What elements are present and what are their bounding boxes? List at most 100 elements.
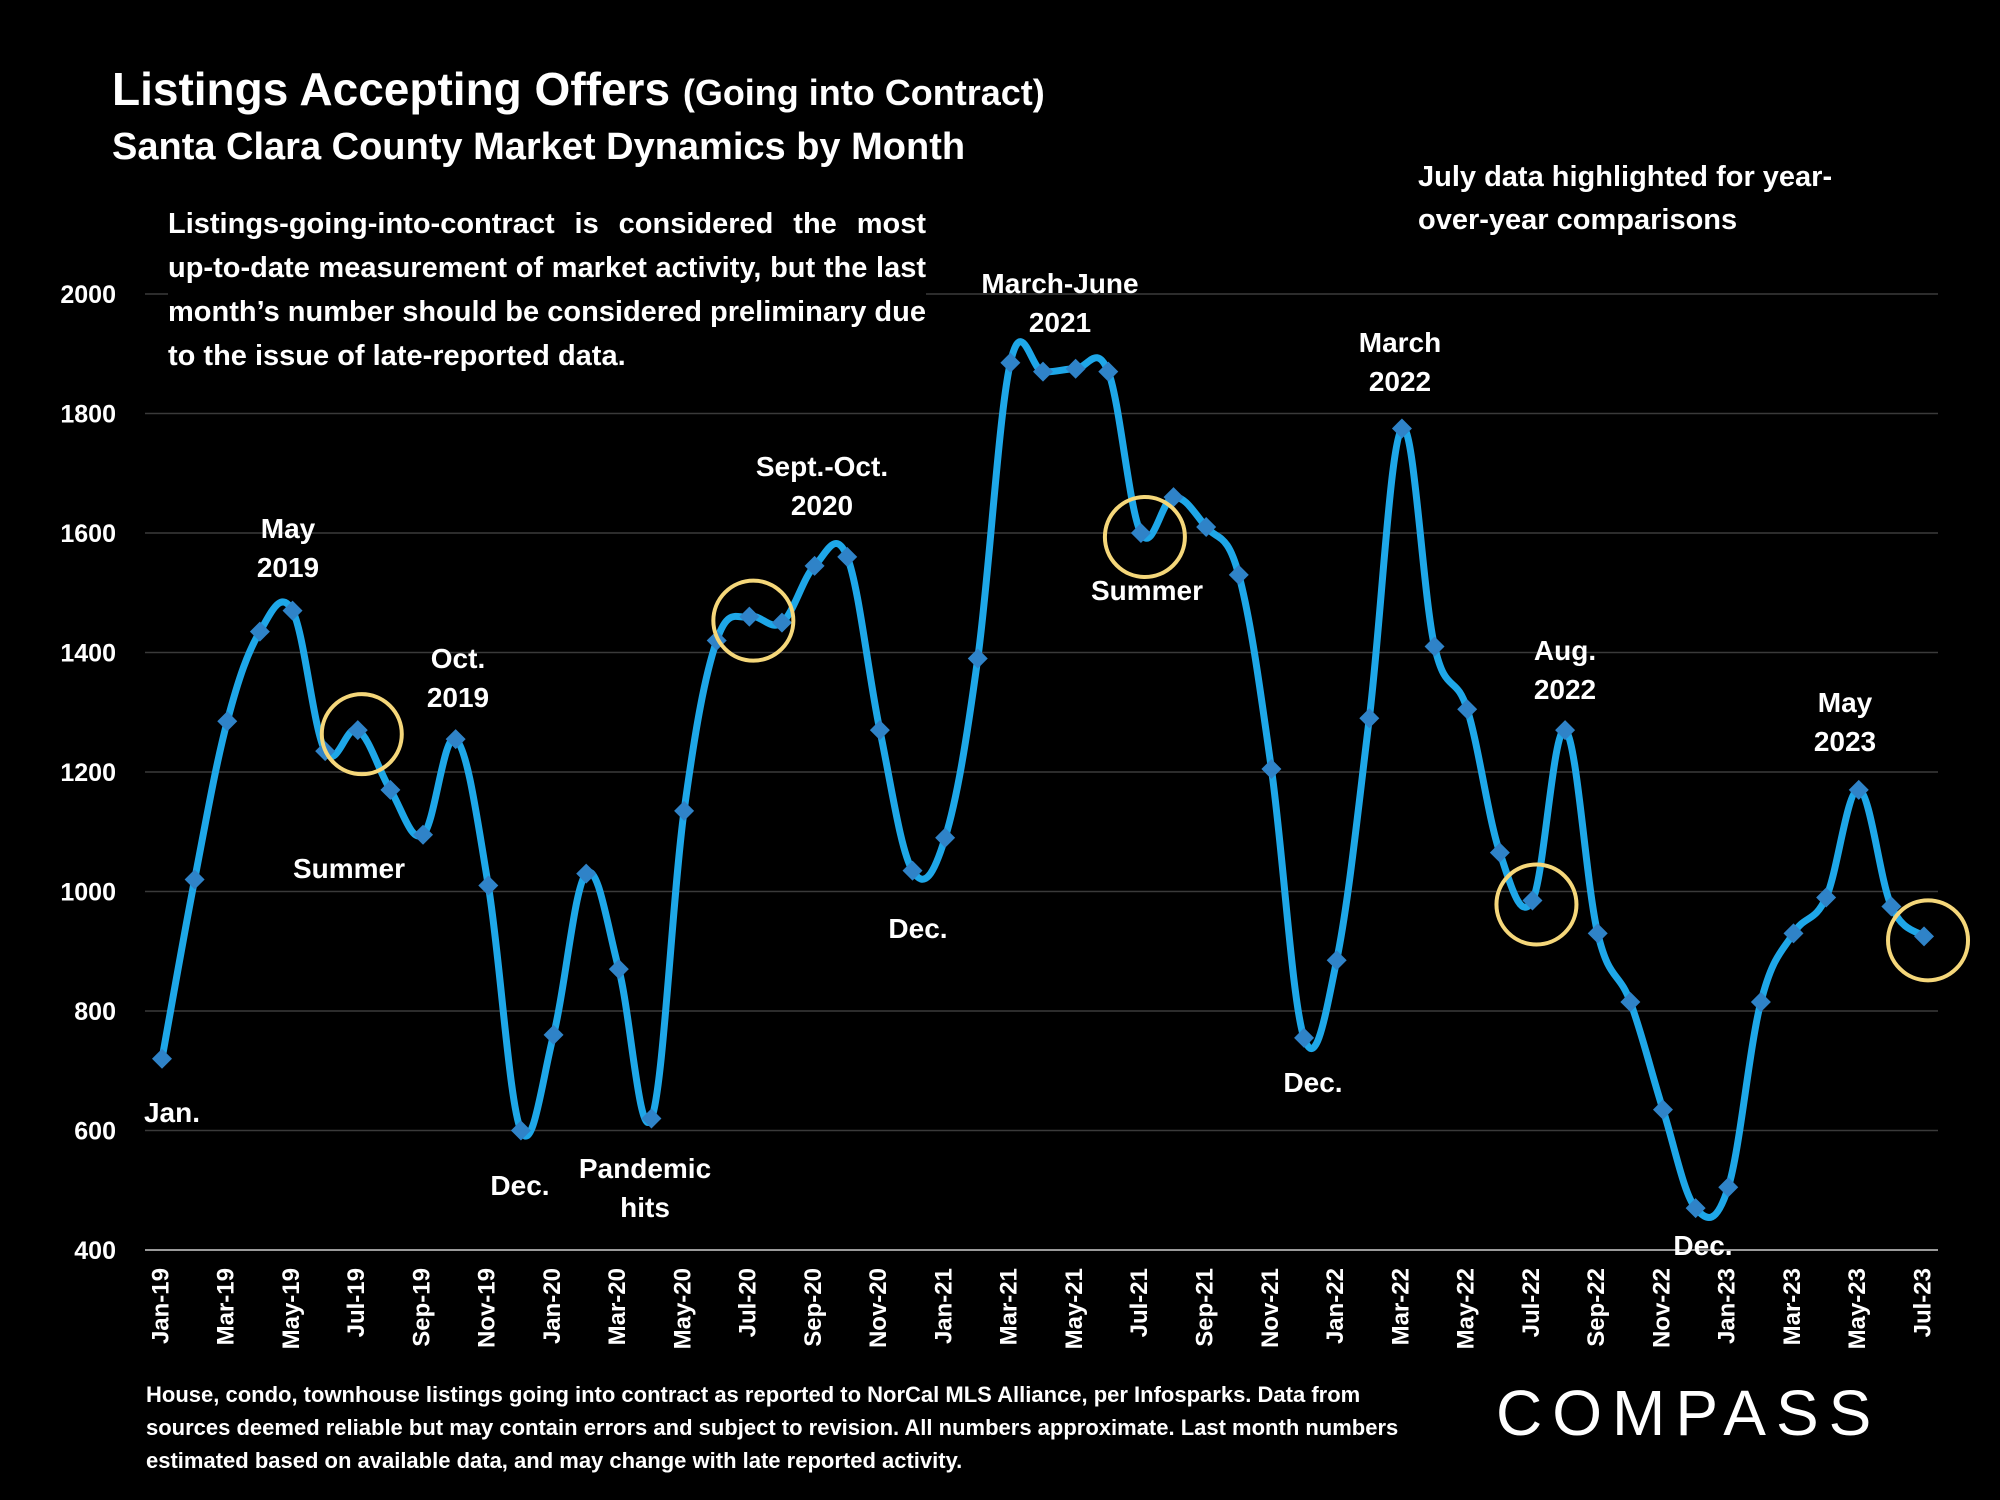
data-point — [1326, 950, 1347, 971]
x-tick-label: Jul-19 — [343, 1268, 370, 1337]
data-point — [1816, 887, 1837, 908]
y-tick-label: 800 — [74, 998, 116, 1026]
x-tick-label: Mar-23 — [1779, 1268, 1806, 1345]
data-point — [413, 824, 434, 845]
annotation-label: May — [261, 513, 316, 544]
y-tick-label: 2000 — [60, 281, 116, 309]
highlight-note: July data highlighted for year-over-year… — [1418, 161, 1833, 236]
annotation-label: Dec. — [1283, 1067, 1342, 1098]
x-tick-label: May-22 — [1453, 1268, 1480, 1349]
annotation-label: Summer — [1091, 575, 1203, 606]
data-point — [1261, 759, 1282, 780]
data-point — [902, 860, 923, 881]
data-point — [869, 720, 890, 741]
data-point — [1685, 1198, 1706, 1219]
data-point — [478, 875, 499, 896]
y-tick-label: 1800 — [60, 401, 116, 429]
y-tick-label: 600 — [74, 1118, 116, 1146]
x-tick-label: May-20 — [669, 1268, 696, 1349]
data-point — [1391, 418, 1412, 439]
data-point — [1228, 564, 1249, 585]
annotation-label: Dec. — [490, 1170, 549, 1201]
x-tick-label: Mar-21 — [996, 1268, 1023, 1345]
x-tick-label: Jul-22 — [1518, 1268, 1545, 1337]
x-tick-label: Jul-23 — [1909, 1268, 1936, 1337]
annotation-label: Summer — [293, 853, 405, 884]
july-highlight-circle — [711, 578, 796, 663]
annotation-label: hits — [620, 1192, 670, 1223]
x-tick-label: Jan-22 — [1322, 1268, 1349, 1344]
data-point — [576, 863, 597, 884]
x-tick-label: Nov-20 — [865, 1268, 892, 1348]
data-point — [1555, 720, 1576, 741]
annotation-label: 2022 — [1369, 366, 1431, 397]
data-point — [249, 621, 270, 642]
data-point — [1424, 636, 1445, 657]
annotation-label: Jan. — [144, 1097, 200, 1128]
data-point — [1098, 361, 1119, 382]
data-point — [1718, 1177, 1739, 1198]
annotation-label: 2020 — [791, 490, 853, 521]
data-point — [1163, 487, 1184, 508]
annotation-label: 2023 — [1814, 726, 1876, 757]
annotation-label: Pandemic — [579, 1153, 711, 1184]
data-point — [1522, 890, 1543, 911]
x-tick-label: Jul-21 — [1126, 1268, 1153, 1337]
source-footnote: House, condo, townhouse listings going i… — [146, 1382, 1399, 1473]
annotation-label: March — [1359, 327, 1441, 358]
data-point — [1457, 699, 1478, 720]
x-tick-label: Nov-21 — [1257, 1268, 1284, 1348]
data-point — [543, 1024, 564, 1045]
y-tick-label: 1200 — [60, 759, 116, 787]
data-point — [1652, 1099, 1673, 1120]
annotation-label: Dec. — [888, 913, 947, 944]
x-tick-label: Sep-19 — [408, 1268, 435, 1347]
data-point — [1000, 352, 1021, 373]
compass-logo: COMPASS — [1496, 1377, 1882, 1449]
x-tick-label: Jan-21 — [930, 1268, 957, 1344]
data-point — [1848, 779, 1869, 800]
data-point — [674, 800, 695, 821]
x-tick-label: Jan-23 — [1714, 1268, 1741, 1344]
data-point — [935, 827, 956, 848]
y-tick-label: 400 — [74, 1237, 116, 1265]
data-point — [739, 606, 760, 627]
data-point — [445, 729, 466, 750]
annotation-label: 2022 — [1534, 674, 1596, 705]
data-point — [184, 869, 205, 890]
annotation-label: May — [1818, 687, 1873, 718]
x-tick-label: Nov-19 — [474, 1268, 501, 1348]
x-tick-label: Jan-19 — [147, 1268, 174, 1344]
data-point — [510, 1120, 531, 1141]
data-point — [641, 1108, 662, 1129]
july-highlight-circle — [1886, 898, 1971, 983]
data-point — [380, 779, 401, 800]
x-tick-label: May-23 — [1844, 1268, 1871, 1349]
data-point — [771, 612, 792, 633]
data-point — [1881, 896, 1902, 917]
data-point — [1130, 523, 1151, 543]
data-point — [152, 1048, 172, 1069]
data-point — [967, 648, 988, 669]
x-tick-label: May-19 — [278, 1268, 305, 1349]
data-point — [1750, 992, 1771, 1013]
data-point — [1587, 923, 1608, 944]
chart-title-suffix: (Going into Contract) — [682, 72, 1045, 113]
data-point — [608, 959, 629, 980]
x-tick-label: Mar-20 — [604, 1268, 631, 1345]
annotation-label: 2019 — [257, 552, 319, 583]
x-tick-label: Sep-20 — [800, 1268, 827, 1347]
x-tick-label: Mar-22 — [1387, 1268, 1414, 1345]
y-tick-label: 1400 — [60, 640, 116, 668]
data-point — [1620, 992, 1641, 1013]
x-tick-label: Jul-20 — [735, 1268, 762, 1337]
data-point — [282, 600, 303, 621]
series-line — [158, 338, 1927, 1221]
data-point — [1359, 708, 1380, 729]
chart-note: Listings-going-into-contract is consider… — [168, 202, 926, 378]
data-point — [1033, 361, 1054, 382]
annotation-label: 2021 — [1029, 307, 1091, 338]
x-tick-label: Nov-22 — [1648, 1268, 1675, 1348]
data-point — [837, 546, 858, 567]
